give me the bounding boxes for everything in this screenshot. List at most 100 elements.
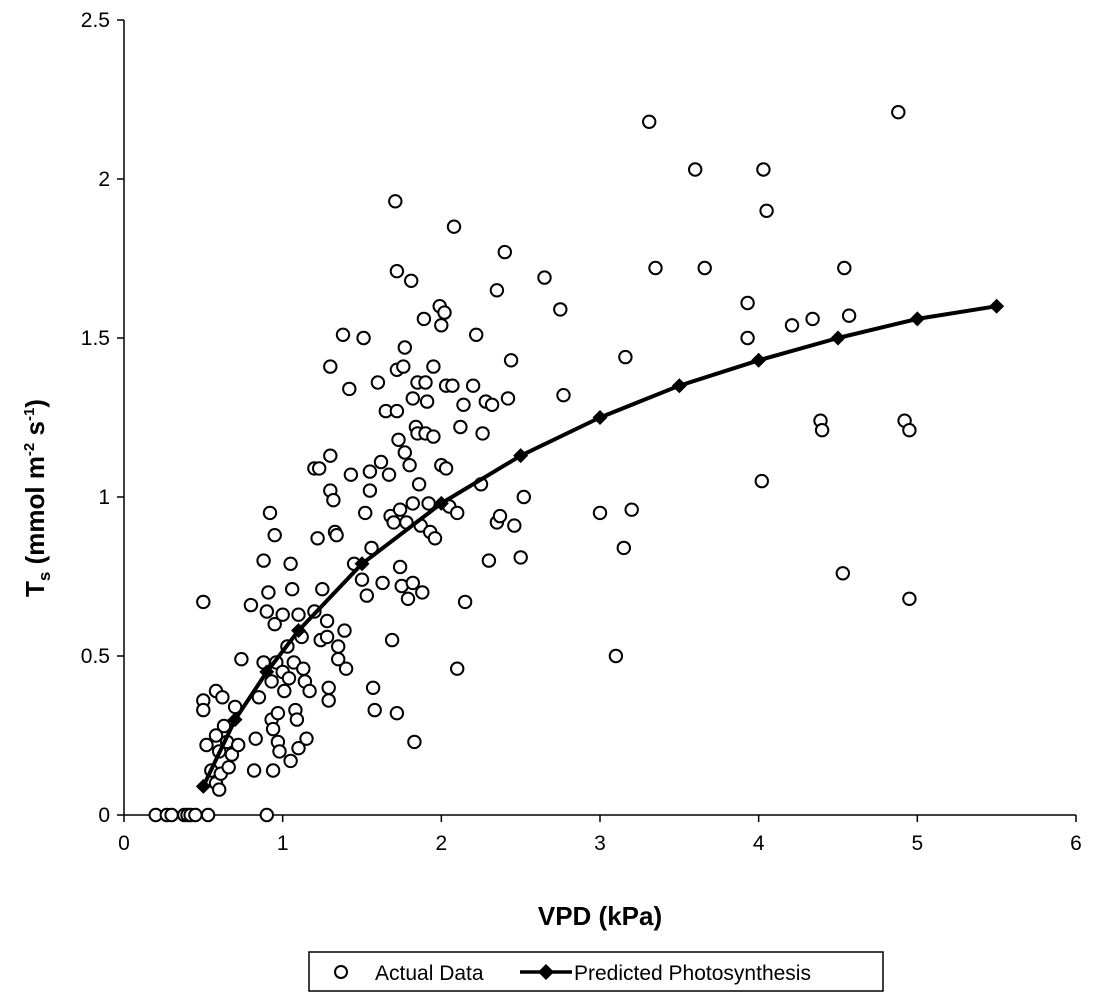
- data-point-actual: [370, 375, 386, 390]
- legend-box: [308, 951, 884, 992]
- data-point-actual: [642, 114, 657, 130]
- data-point-actual: [200, 807, 216, 823]
- y-axis-title-rest: (mmol m: [20, 456, 50, 572]
- data-point-actual: [416, 311, 432, 327]
- x-tick-label: 0: [118, 832, 130, 855]
- data-point-actual: [902, 591, 917, 606]
- data-point-predicted: [433, 495, 449, 511]
- legend-label-actual-data: Actual Data: [375, 962, 484, 985]
- data-point-actual: [256, 553, 271, 568]
- data-point-actual: [445, 378, 460, 393]
- data-point-actual: [315, 582, 330, 597]
- data-point-predicted: [671, 378, 687, 394]
- y-axis-title-exp2: -1: [21, 408, 38, 421]
- data-point-actual: [335, 327, 351, 342]
- data-point-actual: [805, 311, 820, 327]
- data-point-actual: [392, 559, 408, 575]
- data-point-actual: [312, 461, 327, 476]
- data-point-actual: [246, 763, 262, 778]
- data-point-actual: [391, 432, 406, 447]
- data-point-actual: [419, 394, 435, 409]
- data-point-actual: [537, 270, 552, 285]
- data-point-actual: [446, 219, 462, 234]
- data-point-actual: [291, 607, 306, 622]
- data-point-actual: [405, 391, 420, 406]
- data-point-actual: [556, 388, 571, 403]
- data-point-predicted: [592, 410, 608, 425]
- data-point-actual: [264, 674, 279, 689]
- data-point-actual: [291, 741, 306, 756]
- data-point-actual: [381, 467, 397, 482]
- data-point-predicted: [291, 623, 307, 639]
- data-point-actual: [697, 260, 712, 276]
- x-tick-label: 5: [911, 832, 923, 855]
- legend: Actual Data Predicted Photosynthesis: [308, 951, 884, 992]
- data-point-actual: [359, 588, 374, 603]
- data-point-actual: [248, 731, 263, 746]
- data-point-actual: [835, 566, 850, 581]
- y-axis-title-mid: s: [20, 421, 50, 443]
- data-point-actual: [784, 318, 800, 333]
- y-tick-label: 0: [98, 804, 110, 827]
- data-point-actual: [265, 763, 281, 778]
- x-tick-label: 6: [1070, 832, 1082, 855]
- data-point-actual: [516, 489, 531, 505]
- data-point-actual: [329, 528, 344, 543]
- data-point-actual: [450, 505, 465, 521]
- data-point-actual: [405, 575, 420, 591]
- data-point-actual: [285, 582, 300, 597]
- data-point-actual: [397, 445, 412, 460]
- data-point-actual: [513, 550, 528, 565]
- data-point-actual: [469, 327, 484, 342]
- data-point-predicted: [989, 298, 1005, 314]
- data-point-actual: [388, 194, 403, 209]
- y-tick-label: 2.5: [81, 9, 110, 32]
- data-point-actual: [358, 505, 373, 521]
- data-point-actual: [362, 483, 378, 498]
- data-point-actual: [465, 378, 481, 393]
- data-point-actual: [221, 760, 236, 775]
- y-axis-title-main: T: [20, 581, 50, 597]
- data-point-actual: [362, 464, 378, 479]
- data-point-actual: [437, 305, 452, 320]
- data-point-actual: [688, 162, 703, 177]
- data-point-actual: [375, 575, 390, 591]
- data-point-actual: [164, 807, 179, 823]
- data-point-actual: [404, 273, 419, 288]
- data-point-actual: [231, 737, 246, 753]
- data-point-actual: [405, 496, 420, 511]
- data-point-actual: [438, 461, 454, 476]
- data-point-predicted: [259, 664, 275, 680]
- data-point-actual: [331, 639, 346, 654]
- x-tick-label: 4: [753, 832, 765, 855]
- data-point-actual: [891, 105, 906, 120]
- data-point-actual: [457, 594, 473, 610]
- data-point-actual: [754, 473, 769, 489]
- data-point-actual: [481, 553, 497, 568]
- data-point-predicted: [195, 778, 211, 794]
- data-point-actual: [261, 585, 276, 600]
- data-point-actual: [397, 340, 412, 355]
- data-point-predicted: [830, 330, 846, 346]
- data-point-actual: [243, 597, 259, 613]
- data-point-actual: [296, 661, 311, 676]
- y-axis-title-end: ): [20, 399, 50, 408]
- data-point-actual: [299, 731, 314, 746]
- plot-area: 0 0.5 1 1.5 2 2.5 0 1 2 3 4 5 6: [81, 9, 1082, 855]
- data-point-actual: [426, 359, 441, 374]
- data-point-actual: [259, 807, 274, 823]
- data-point-actual: [402, 458, 417, 473]
- data-point-actual: [489, 283, 505, 298]
- data-point-actual: [740, 330, 755, 346]
- data-point-actual: [337, 623, 352, 638]
- data-point-actual: [262, 505, 278, 521]
- data-point-actual: [384, 632, 400, 648]
- data-point-actual: [319, 613, 335, 629]
- data-point-actual: [503, 353, 519, 368]
- data-point-actual: [392, 502, 408, 517]
- data-point-predicted: [909, 311, 925, 327]
- y-axis-title-sub: s: [35, 572, 54, 581]
- y-axis-title: Ts (mmol m-2 s-1): [20, 399, 54, 597]
- data-point-actual: [411, 477, 427, 492]
- data-point-actual: [289, 712, 305, 727]
